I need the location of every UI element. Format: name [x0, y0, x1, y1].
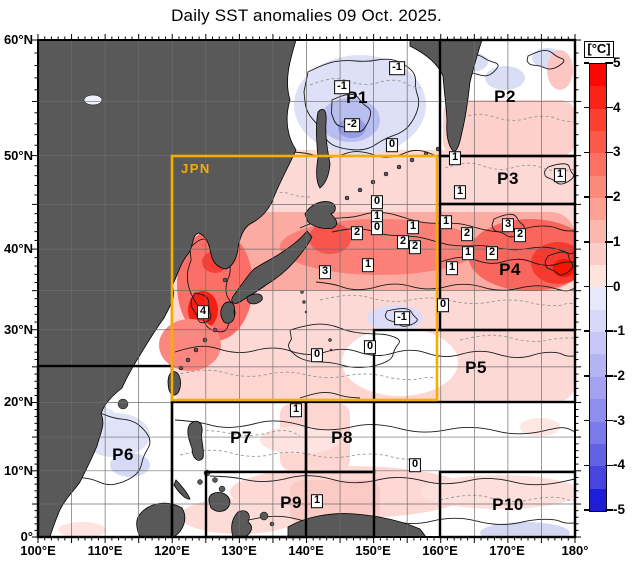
- region-label-P1: P1: [346, 88, 368, 107]
- lon-tick-label: 140°E: [288, 543, 324, 558]
- lon-tick-label: 110°E: [87, 543, 123, 558]
- contour-label: 2: [485, 246, 499, 260]
- lat-tick-label: 0°: [20, 529, 33, 544]
- lon-tick-label: 150°E: [355, 543, 391, 558]
- contour-label: 1: [445, 261, 459, 275]
- contour-label: 2: [396, 235, 410, 249]
- contour-label: 2: [408, 240, 422, 254]
- lon-tick-label: 160°E: [422, 543, 458, 558]
- region-label-P6: P6: [112, 445, 134, 464]
- lon-tick-label: 170°E: [489, 543, 525, 558]
- region-label-P5: P5: [465, 358, 487, 377]
- contour-label: 0: [363, 340, 377, 354]
- region-label-P2: P2: [494, 87, 516, 106]
- region-label-P9: P9: [280, 493, 302, 512]
- region-label-P10: P10: [492, 495, 524, 514]
- lat-tick-label: 20°N: [3, 394, 33, 409]
- contour-label: 0: [370, 195, 384, 209]
- contour-label: 1: [289, 403, 303, 417]
- lat-tick-label: 10°N: [3, 463, 33, 478]
- contour-label: 1: [448, 151, 462, 165]
- lat-tick-label: 30°N: [3, 322, 33, 337]
- contour-label: 0: [310, 348, 324, 362]
- contour-label: -2: [344, 118, 360, 132]
- contour-label: 1: [406, 220, 420, 234]
- lat-tick-label: 40°N: [3, 241, 33, 256]
- region-box-JPN: [170, 154, 439, 402]
- lat-tick-label: 50°N: [3, 148, 33, 163]
- contour-label: 0: [436, 298, 450, 312]
- region-boxes: [36, 38, 577, 539]
- contour-label: 1: [553, 168, 567, 182]
- region-label-P4: P4: [499, 260, 521, 279]
- lon-tick-label: 120°E: [154, 543, 190, 558]
- contour-label: 2: [513, 228, 527, 242]
- contour-label: -1: [389, 61, 405, 75]
- region-label-P3: P3: [497, 169, 519, 188]
- lon-tick-label: 100°E: [20, 543, 56, 558]
- lon-tick-label: 180°: [561, 543, 589, 558]
- contour-label: 2: [460, 227, 474, 241]
- region-label-P7: P7: [230, 428, 252, 447]
- contour-label: 1: [461, 246, 475, 260]
- contour-label: 1: [310, 494, 324, 508]
- region-label-P8: P8: [331, 428, 353, 447]
- contour-label: 4: [196, 305, 210, 319]
- contour-label: -1: [334, 80, 350, 94]
- region-label-JPN: JPN: [181, 161, 211, 176]
- contour-label: 0: [385, 138, 399, 152]
- contour-label: 1: [453, 185, 467, 199]
- lake: [83, 94, 103, 106]
- land-layer: [38, 40, 483, 537]
- map-title: Daily SST anomalies 09 Oct. 2025.: [171, 6, 442, 25]
- lon-tick-label: 130°E: [221, 543, 257, 558]
- contour-label: 3: [318, 265, 332, 279]
- contour-label: 0: [370, 221, 384, 235]
- contour-label: 1: [439, 215, 453, 229]
- contour-label: 3: [501, 218, 515, 232]
- contour-label: 2: [350, 226, 364, 240]
- contour-label: -1: [394, 311, 410, 325]
- map-frame: [37, 39, 576, 538]
- lat-tick-label: 60°N: [3, 32, 33, 47]
- contour-label: 0: [408, 458, 422, 472]
- contour-label: 1: [361, 258, 375, 272]
